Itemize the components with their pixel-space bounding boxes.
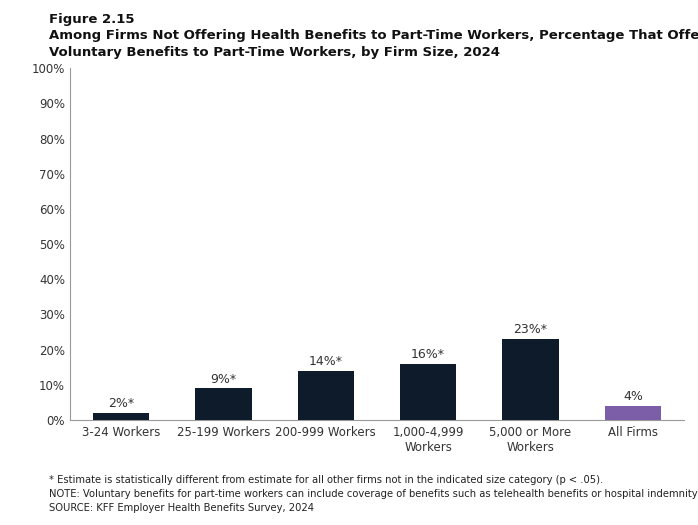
Text: Among Firms Not Offering Health Benefits to Part-Time Workers, Percentage That O: Among Firms Not Offering Health Benefits… xyxy=(49,29,698,42)
Text: 2%*: 2%* xyxy=(108,397,134,410)
Text: 16%*: 16%* xyxy=(411,348,445,361)
Bar xyxy=(604,406,661,420)
Text: NOTE: Voluntary benefits for part-time workers can include coverage of benefits : NOTE: Voluntary benefits for part-time w… xyxy=(49,489,698,499)
Text: * Estimate is statistically different from estimate for all other firms not in t: * Estimate is statistically different fr… xyxy=(49,475,603,485)
Bar xyxy=(400,364,456,420)
Bar xyxy=(195,388,251,420)
Text: Voluntary Benefits to Part-Time Workers, by Firm Size, 2024: Voluntary Benefits to Part-Time Workers,… xyxy=(49,46,500,59)
Bar xyxy=(503,339,558,420)
Bar xyxy=(297,371,354,420)
Text: 14%*: 14%* xyxy=(309,355,343,368)
Text: 9%*: 9%* xyxy=(210,373,237,385)
Text: 23%*: 23%* xyxy=(514,323,547,337)
Text: Figure 2.15: Figure 2.15 xyxy=(49,13,134,26)
Text: SOURCE: KFF Employer Health Benefits Survey, 2024: SOURCE: KFF Employer Health Benefits Sur… xyxy=(49,503,314,513)
Bar xyxy=(93,413,149,420)
Text: 4%: 4% xyxy=(623,390,643,403)
